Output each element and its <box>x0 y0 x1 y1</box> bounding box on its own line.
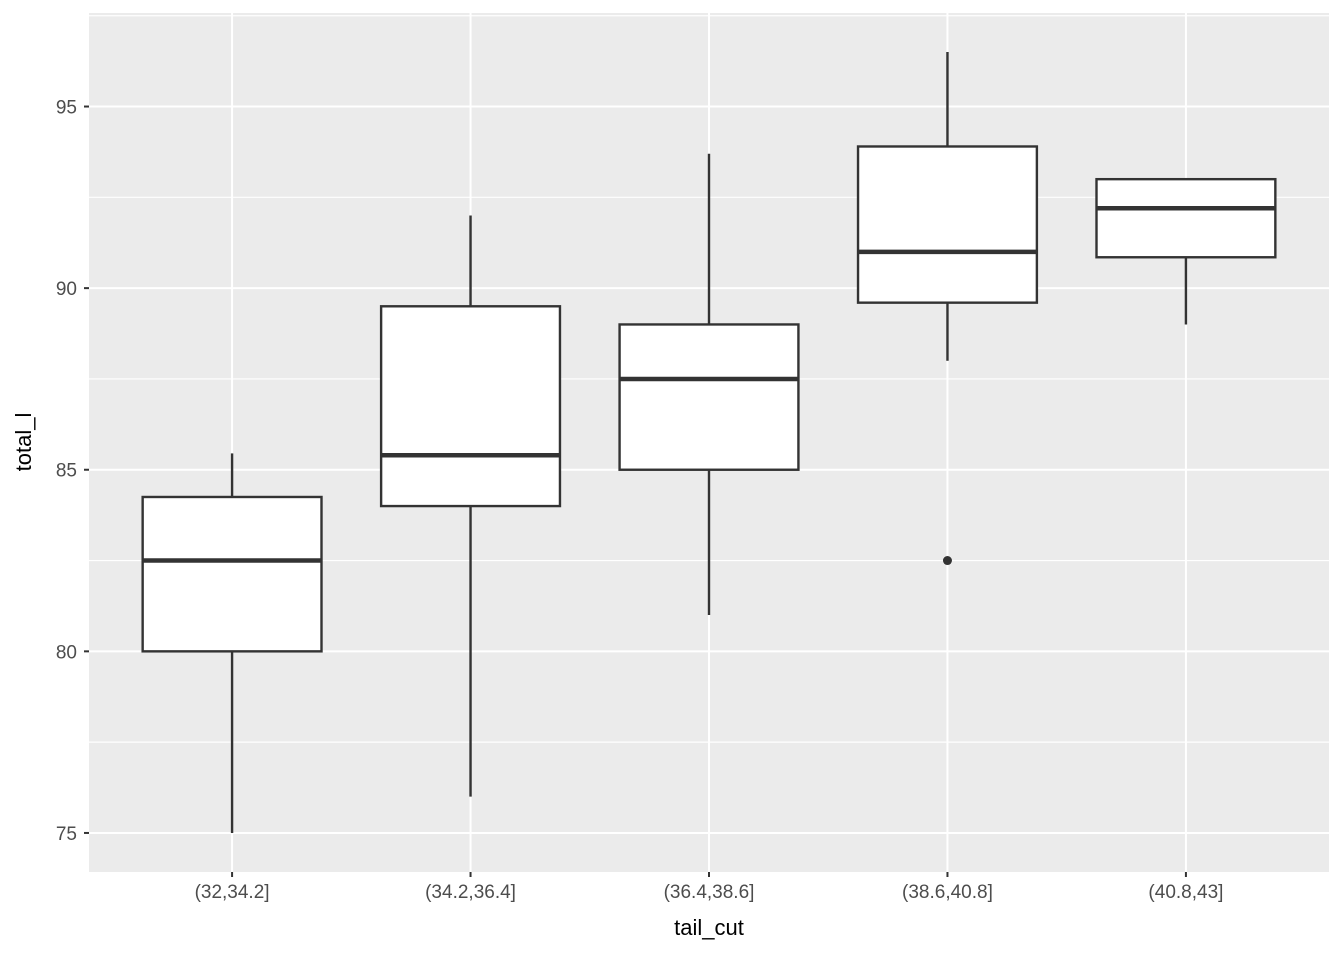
x-axis-tick-labels: (32,34.2] (34.2,36.4] (36.4,38.6] (38.6,40.… <box>195 882 1224 903</box>
y-tick-label: 85 <box>56 461 77 482</box>
iqr-box <box>379 305 562 508</box>
iqr-box <box>141 495 323 653</box>
iqr-box <box>856 145 1039 304</box>
x-tick-label: (38.6,40.8] <box>902 882 993 903</box>
boxplot-5 <box>1095 177 1277 325</box>
boxplot-2 <box>379 215 562 797</box>
x-tick-label: (40.8,43] <box>1148 882 1223 903</box>
y-tick-label: 80 <box>56 642 77 663</box>
outlier-point <box>942 556 952 566</box>
x-tick-label: (36.4,38.6] <box>664 882 755 903</box>
x-tick-label: (32,34.2] <box>195 882 270 903</box>
y-axis-tick-labels: 75 80 85 90 95 <box>56 98 77 845</box>
y-tick-label: 75 <box>56 824 77 845</box>
boxplot-1 <box>141 453 323 833</box>
y-tick-label: 95 <box>56 98 77 119</box>
axis-tick-marks <box>84 105 1187 877</box>
iqr-box <box>618 323 800 471</box>
x-tick-label: (34.2,36.4] <box>425 882 516 903</box>
y-tick-label: 90 <box>56 279 77 300</box>
x-axis-title: tail_cut <box>674 915 744 940</box>
boxplot-3 <box>618 153 800 616</box>
iqr-box <box>1095 177 1277 259</box>
boxplot-4 <box>856 52 1039 566</box>
y-axis-title: total_l <box>11 413 36 472</box>
boxplot-boxes <box>141 52 1277 833</box>
